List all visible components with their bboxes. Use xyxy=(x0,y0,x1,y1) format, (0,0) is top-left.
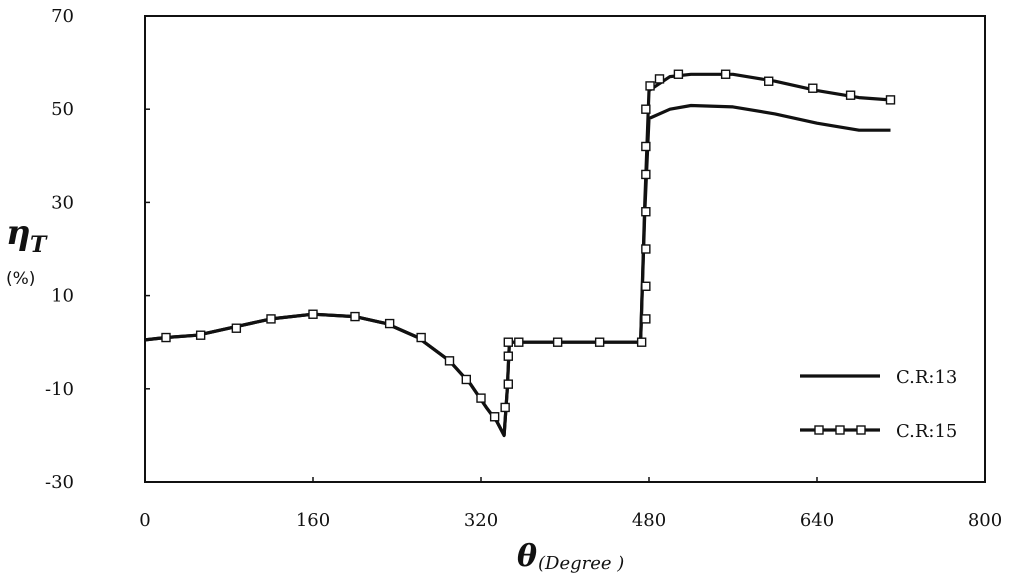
legend-marker xyxy=(856,425,866,435)
data-point-marker xyxy=(503,337,513,347)
x-axis-label-symbol: θ xyxy=(517,539,537,574)
data-point-marker xyxy=(720,69,731,79)
data-point-marker xyxy=(641,281,651,291)
data-point-marker xyxy=(594,337,605,347)
legend-marker xyxy=(814,425,824,435)
y-axis-label-symbol: η xyxy=(6,213,31,253)
x-axis-label-unit: (Degree ) xyxy=(538,553,624,574)
x-tick-label: 160 xyxy=(296,510,330,531)
y-tick-label: 10 xyxy=(51,286,74,307)
series-layer xyxy=(144,69,896,437)
data-point-marker xyxy=(641,207,651,217)
x-tick-label: 640 xyxy=(800,510,834,531)
legend: C.R:13 C.R:15 xyxy=(800,367,957,442)
data-point-marker xyxy=(231,323,242,333)
data-point-marker xyxy=(500,402,510,413)
data-point-marker xyxy=(641,314,651,324)
data-point-marker xyxy=(195,330,206,340)
y-tick-label: 30 xyxy=(51,192,74,213)
x-tick-label: 480 xyxy=(632,510,666,531)
data-point-marker xyxy=(350,311,360,322)
x-tick-label: 800 xyxy=(968,510,1002,531)
plot-frame xyxy=(144,15,986,483)
data-point-marker xyxy=(764,76,774,86)
data-point-marker xyxy=(416,332,426,343)
y-tick-label: 50 xyxy=(51,99,74,120)
axis-ticks: 0 160 320 480 640 800 -30 -10 10 30 50 70 xyxy=(45,6,1002,531)
y-tick-label: -30 xyxy=(45,472,74,493)
data-point-marker xyxy=(641,169,651,180)
data-point-marker xyxy=(266,314,276,324)
x-axis-label: θ (Degree ) xyxy=(517,539,624,574)
data-point-marker xyxy=(384,318,395,329)
y-axis-label-unit: (%) xyxy=(6,269,35,289)
legend-marker xyxy=(835,425,845,435)
data-point-marker xyxy=(641,104,651,114)
y-tick-label: -10 xyxy=(45,379,74,400)
legend-label-cr13: C.R:13 xyxy=(896,367,957,388)
y-axis-label-subscript: T xyxy=(30,232,48,258)
data-point-marker xyxy=(645,81,655,91)
y-axis-label: η T (%) xyxy=(6,213,48,289)
data-point-marker xyxy=(461,374,471,385)
data-point-marker xyxy=(489,412,500,422)
data-point-marker xyxy=(552,337,563,347)
y-tick-label: 70 xyxy=(51,6,74,27)
data-point-marker xyxy=(641,244,651,254)
data-point-marker xyxy=(503,379,513,389)
data-point-marker xyxy=(308,309,318,319)
data-point-marker xyxy=(641,141,651,152)
data-point-marker xyxy=(161,332,171,343)
data-point-marker xyxy=(444,356,455,366)
data-point-marker xyxy=(885,95,896,105)
data-point-marker xyxy=(808,83,818,93)
x-tick-label: 320 xyxy=(464,510,498,531)
x-tick-label: 0 xyxy=(139,510,150,531)
data-point-marker xyxy=(514,337,524,347)
data-point-marker xyxy=(476,393,486,403)
data-point-marker xyxy=(673,69,684,79)
plot-border xyxy=(144,15,986,483)
legend-label-cr15: C.R:15 xyxy=(896,421,957,442)
data-point-marker xyxy=(654,74,665,84)
data-point-marker xyxy=(845,90,856,100)
data-point-marker xyxy=(636,337,647,347)
data-point-marker xyxy=(503,351,513,361)
